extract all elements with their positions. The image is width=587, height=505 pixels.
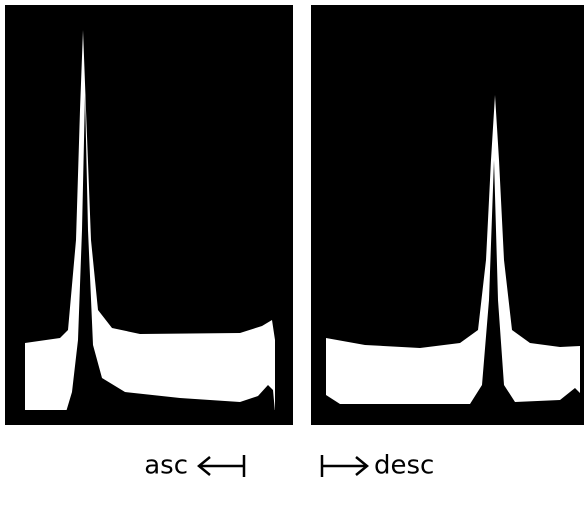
arrow-left xyxy=(199,455,244,477)
right-panel xyxy=(311,5,584,425)
label-asc: asc xyxy=(144,451,188,481)
left-panel xyxy=(5,5,293,425)
figure-canvas: asc desc xyxy=(0,0,587,505)
label-desc: desc xyxy=(374,451,434,481)
arrow-right xyxy=(322,455,367,477)
figure: asc desc xyxy=(0,0,587,505)
